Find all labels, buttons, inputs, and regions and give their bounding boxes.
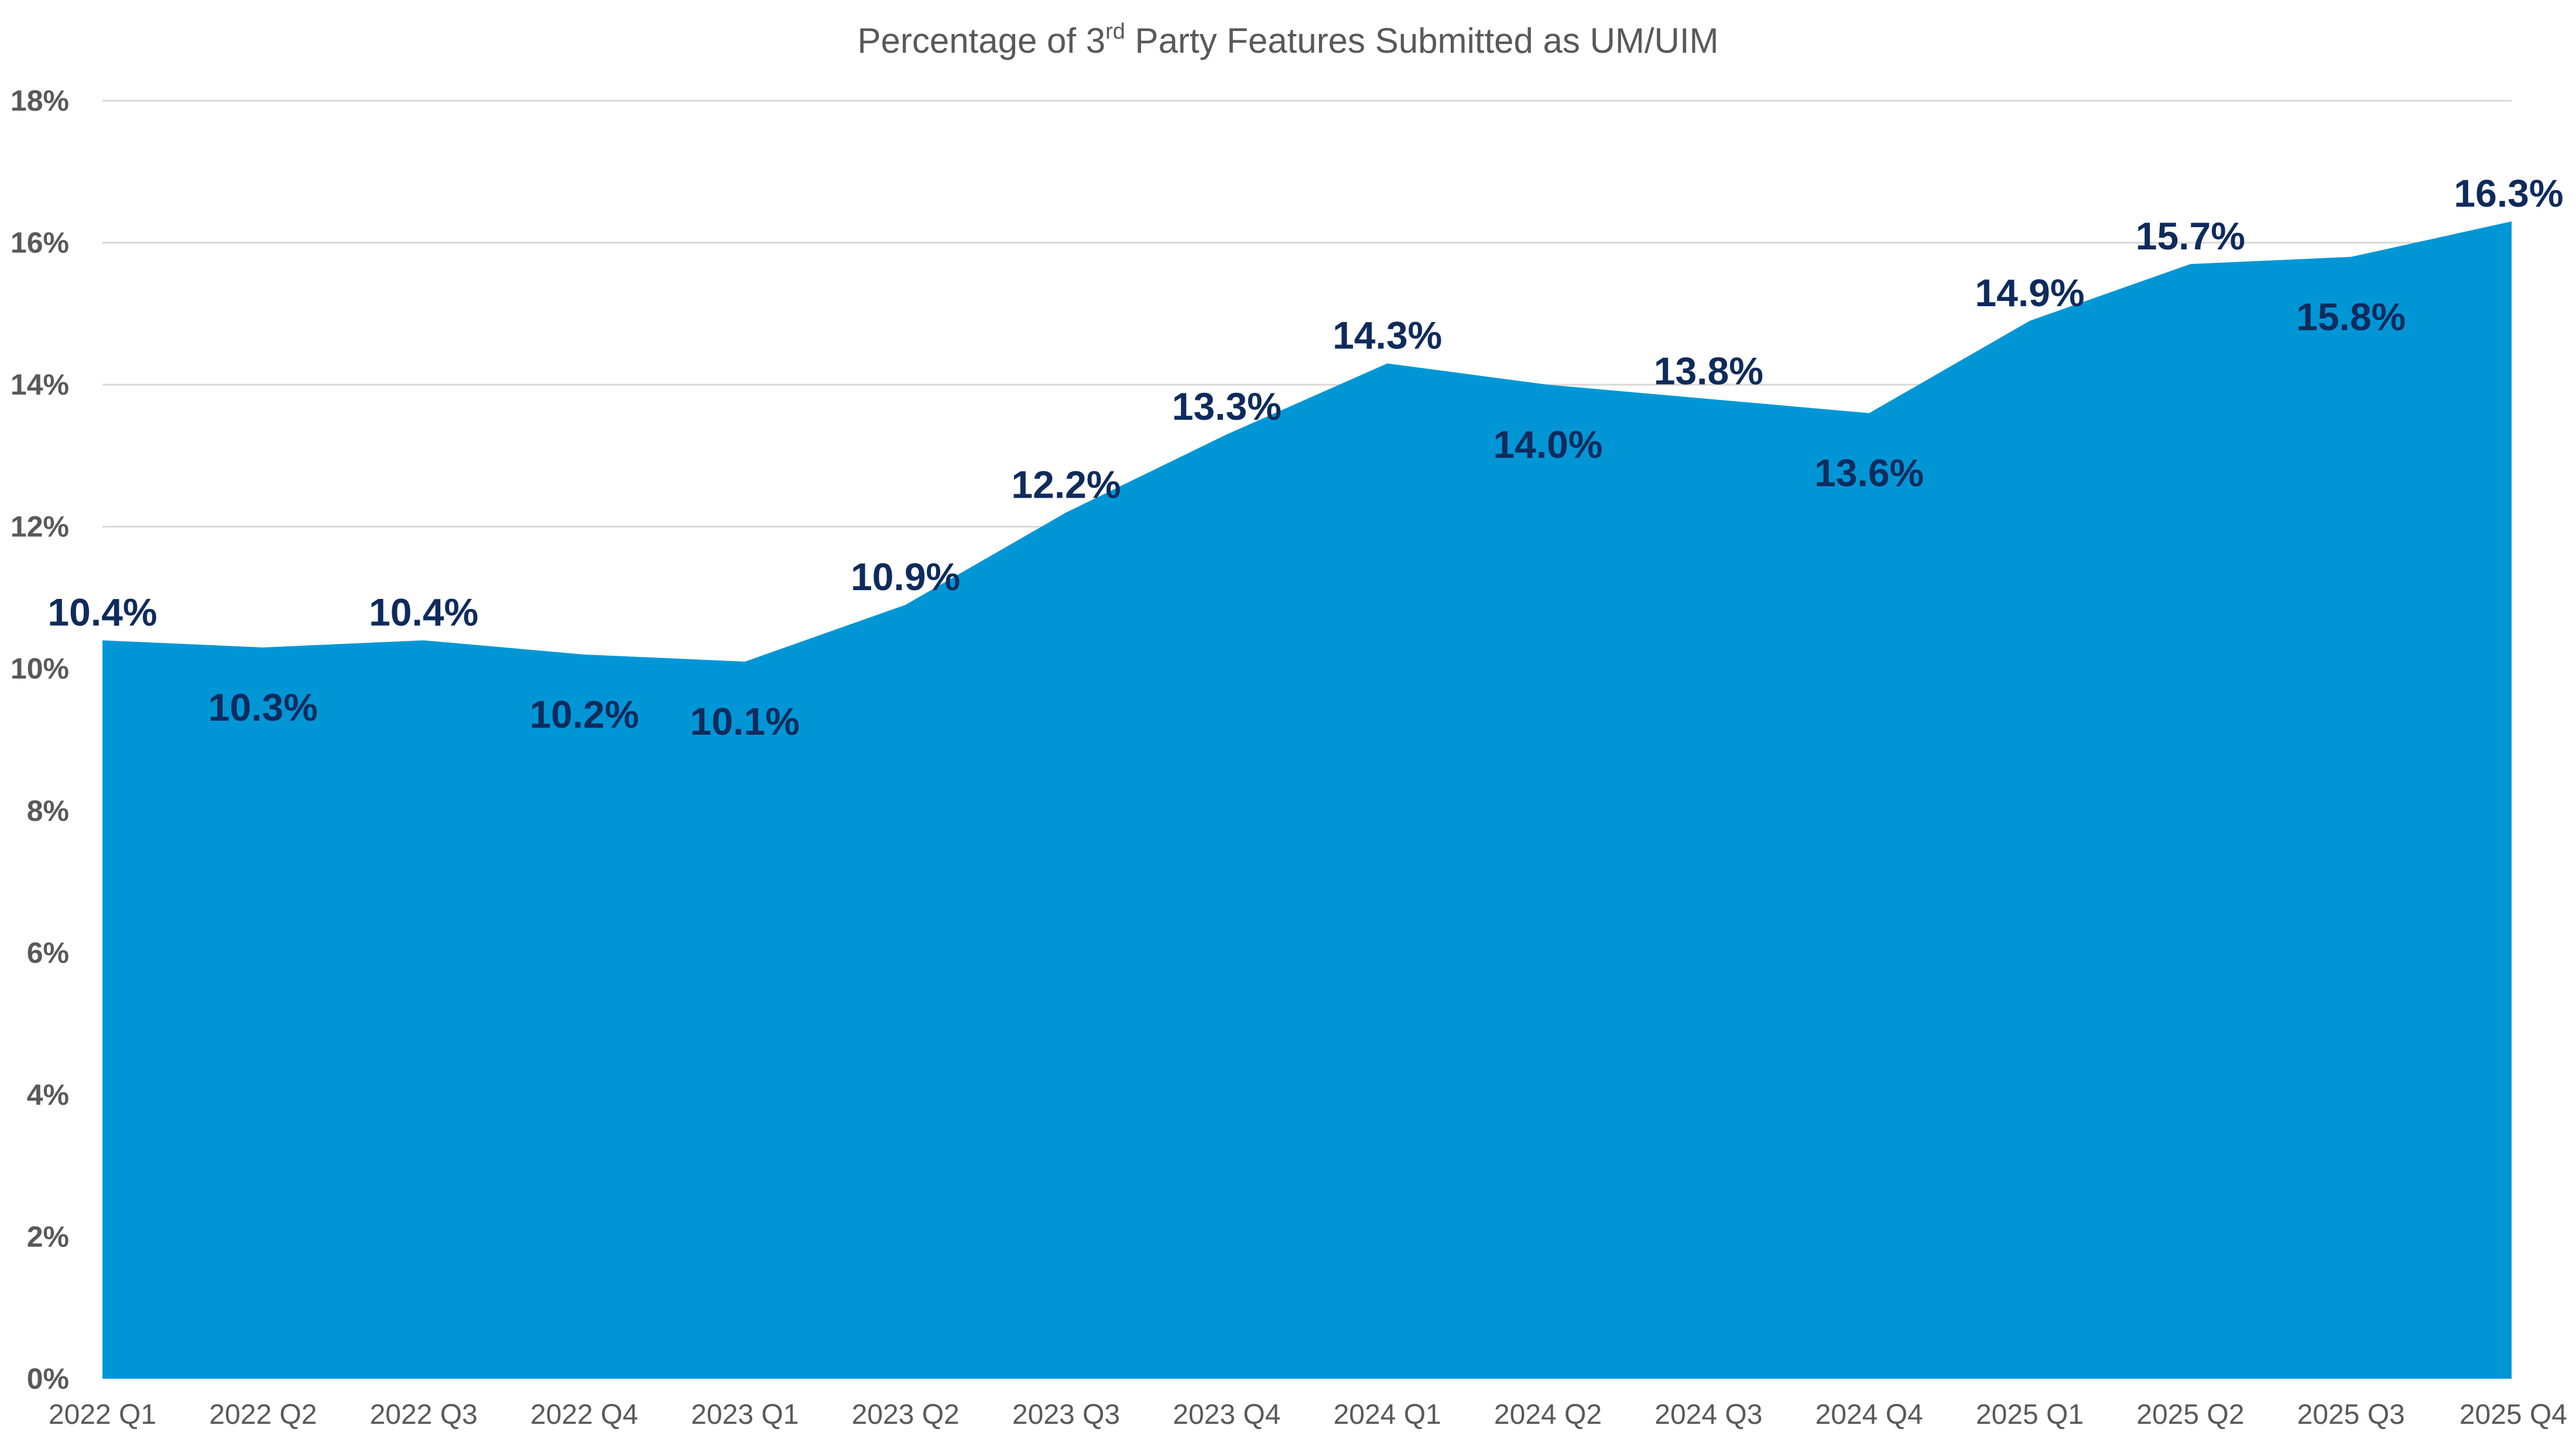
data-label: 10.1%: [690, 700, 800, 743]
y-tick-label: 18%: [11, 84, 69, 117]
x-tick-label: 2024 Q2: [1494, 1399, 1602, 1430]
x-tick-label: 2023 Q1: [691, 1399, 799, 1430]
data-label: 10.3%: [208, 686, 318, 729]
data-label: 12.2%: [1011, 463, 1121, 506]
data-label: 16.3%: [2454, 172, 2563, 215]
x-tick-label: 2022 Q3: [370, 1399, 478, 1430]
x-tick-label: 2023 Q4: [1173, 1399, 1280, 1430]
y-tick-label: 12%: [11, 511, 69, 543]
x-tick-label: 2024 Q1: [1334, 1399, 1441, 1430]
title-rest: Party Features Submitted as UM/UIM: [1125, 21, 1719, 60]
data-label: 15.7%: [2136, 214, 2245, 258]
y-tick-label: 10%: [11, 652, 69, 685]
data-label: 13.8%: [1654, 349, 1763, 392]
x-tick-label: 2022 Q1: [49, 1399, 156, 1430]
y-tick-label: 0%: [27, 1362, 69, 1395]
x-tick-label: 2025 Q3: [2297, 1399, 2405, 1430]
title-main: Percentage of 3: [857, 21, 1105, 60]
area-series: [102, 221, 2512, 1379]
x-tick-label: 2022 Q4: [530, 1399, 638, 1430]
y-tick-label: 14%: [11, 368, 69, 401]
data-label: 10.4%: [47, 591, 157, 634]
data-label: 14.3%: [1332, 314, 1442, 357]
data-label: 14.0%: [1493, 423, 1602, 466]
data-label: 15.8%: [2296, 295, 2406, 338]
y-tick-label: 4%: [27, 1078, 69, 1111]
y-tick-label: 8%: [27, 794, 69, 827]
x-axis-ticks: 2022 Q1 2022 Q2 2022 Q3 2022 Q4 2023 Q1 2023 …: [49, 1399, 2567, 1430]
x-tick-label: 2024 Q4: [1815, 1399, 1923, 1430]
x-tick-label: 2025 Q2: [2136, 1399, 2244, 1430]
x-tick-label: 2025 Q4: [2459, 1399, 2567, 1430]
y-axis-ticks: 0% 2% 4% 6% 8% 10% 12% 14% 16% 18%: [11, 84, 69, 1395]
x-tick-label: 2024 Q3: [1654, 1399, 1762, 1430]
x-tick-label: 2022 Q2: [209, 1399, 317, 1430]
chart-title: Percentage of 3rd Party Features Submitt…: [857, 19, 1718, 60]
data-labels: 10.4% 10.3% 10.4% 10.2% 10.1% 10.9% 12.2% 13.3%…: [47, 172, 2563, 743]
data-label: 14.9%: [1975, 271, 2084, 314]
data-label: 10.2%: [529, 693, 639, 736]
data-label: 13.3%: [1172, 385, 1282, 428]
y-tick-label: 16%: [11, 227, 69, 259]
area-fill: [102, 221, 2512, 1379]
x-tick-label: 2023 Q2: [852, 1399, 960, 1430]
data-label: 13.6%: [1814, 451, 1924, 495]
x-tick-label: 2023 Q3: [1012, 1399, 1120, 1430]
title-superscript: rd: [1105, 19, 1125, 44]
y-tick-label: 6%: [27, 936, 69, 969]
y-tick-label: 2%: [27, 1220, 69, 1253]
data-label: 10.9%: [851, 555, 960, 598]
x-tick-label: 2025 Q1: [1976, 1399, 2084, 1430]
data-label: 10.4%: [369, 591, 478, 634]
